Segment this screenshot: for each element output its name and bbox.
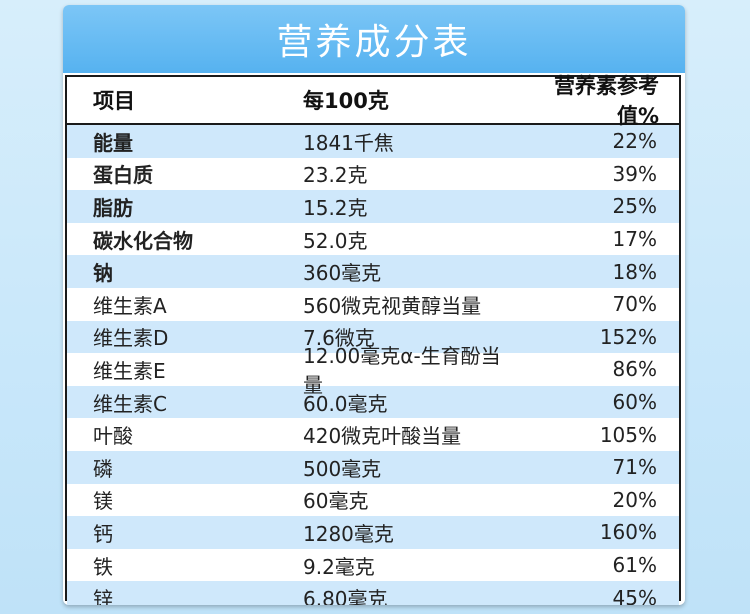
nutrient-nrv: 86% xyxy=(612,357,657,382)
nutrient-amount: 60.0毫克 xyxy=(303,391,388,416)
table-header-row: 项目 每100克 营养素参考值% xyxy=(67,74,679,128)
table-row: 钙 1280毫克 160% xyxy=(67,516,679,549)
nutrient-name: 碳水化合物 xyxy=(93,228,193,253)
nutrient-name: 钠 xyxy=(93,261,113,286)
nutrient-name: 维生素C xyxy=(93,391,167,416)
nutrient-amount: 52.0克 xyxy=(303,228,368,253)
nutrient-name: 维生素D xyxy=(93,326,169,351)
table-row: 碳水化合物 52.0克 17% xyxy=(67,222,679,256)
nutrient-nrv: 71% xyxy=(612,455,657,480)
nutrient-name: 维生素A xyxy=(93,293,167,318)
nutrient-amount: 500毫克 xyxy=(303,456,382,481)
nutrient-name: 能量 xyxy=(93,130,133,155)
table-row: 蛋白质 23.2克 39% xyxy=(67,157,679,191)
nutrient-amount: 7.6微克 xyxy=(303,326,375,351)
nutrient-nrv: 160% xyxy=(599,520,657,545)
header-per100: 每100克 xyxy=(303,89,389,113)
nutrient-amount: 6.80毫克 xyxy=(303,587,388,605)
nutrient-amount: 1841千焦 xyxy=(303,130,394,155)
nutrient-amount: 12.00毫克α-生育酚当量 xyxy=(303,344,501,398)
nutrient-nrv: 25% xyxy=(612,194,657,219)
nutrient-name: 叶酸 xyxy=(93,424,133,449)
nutrient-name: 钙 xyxy=(93,521,113,546)
table-row: 叶酸 420微克叶酸当量 105% xyxy=(67,418,679,451)
nutrient-amount: 23.2克 xyxy=(303,163,368,188)
nutrient-nrv: 105% xyxy=(599,422,657,447)
nutrient-name: 脂肪 xyxy=(93,195,133,220)
page-title: 营养成分表 xyxy=(63,5,685,73)
nutrient-amount: 60毫克 xyxy=(303,489,369,514)
nutrient-amount: 420微克叶酸当量 xyxy=(303,424,462,449)
table-row: 铁 9.2毫克 61% xyxy=(67,548,679,582)
nutrient-nrv: 45% xyxy=(612,585,657,605)
table-body: 能量 1841千焦 22% 蛋白质 23.2克 39% 脂肪 15.2克 25% 碳水化合物 52.… xyxy=(67,125,679,605)
table-row: 镁 60毫克 20% xyxy=(67,483,679,517)
header-item: 项目 xyxy=(93,89,135,113)
nutrient-amount: 560微克视黄醇当量 xyxy=(303,293,482,318)
nutrient-name: 蛋白质 xyxy=(93,163,153,188)
table-row: 磷 500毫克 71% xyxy=(67,450,679,484)
nutrient-nrv: 152% xyxy=(599,324,657,349)
nutrient-name: 铁 xyxy=(93,554,113,579)
nutrient-name: 锌 xyxy=(93,587,113,605)
nutrition-panel: 营养成分表 项目 每100克 营养素参考值% 能量 1841千焦 22% 蛋白质 23.… xyxy=(63,5,685,605)
table-row: 脂肪 15.2克 25% xyxy=(67,190,679,223)
nutrient-nrv: 22% xyxy=(612,129,657,154)
table-row: 维生素D 7.6微克 152% xyxy=(67,320,679,354)
table-row: 维生素A 560微克视黄醇当量 70% xyxy=(67,287,679,321)
nutrient-name: 维生素E xyxy=(93,358,166,383)
nutrient-nrv: 39% xyxy=(612,161,657,186)
table-row: 能量 1841千焦 22% xyxy=(67,125,679,158)
nutrition-table: 项目 每100克 营养素参考值% 能量 1841千焦 22% 蛋白质 23.2克 39% 脂… xyxy=(65,74,681,605)
table-row: 锌 6.80毫克 45% xyxy=(67,581,679,605)
nutrient-name: 磷 xyxy=(93,456,113,481)
nutrient-amount: 360毫克 xyxy=(303,261,382,286)
nutrient-nrv: 20% xyxy=(612,487,657,512)
header-nrv: 营养素参考值% xyxy=(554,74,659,128)
nutrient-name: 镁 xyxy=(93,489,113,514)
nutrient-nrv: 61% xyxy=(612,553,657,578)
nutrient-amount: 15.2克 xyxy=(303,195,368,220)
nutrient-amount: 9.2毫克 xyxy=(303,554,375,579)
table-row: 钠 360毫克 18% xyxy=(67,255,679,288)
table-row: 维生素C 60.0毫克 60% xyxy=(67,385,679,419)
nutrient-nrv: 60% xyxy=(612,390,657,415)
nutrient-nrv: 17% xyxy=(612,227,657,252)
nutrient-amount: 1280毫克 xyxy=(303,521,394,546)
nutrient-nrv: 70% xyxy=(612,292,657,317)
table-row: 维生素E 12.00毫克α-生育酚当量 86% xyxy=(67,344,679,397)
nutrient-nrv: 18% xyxy=(612,259,657,284)
